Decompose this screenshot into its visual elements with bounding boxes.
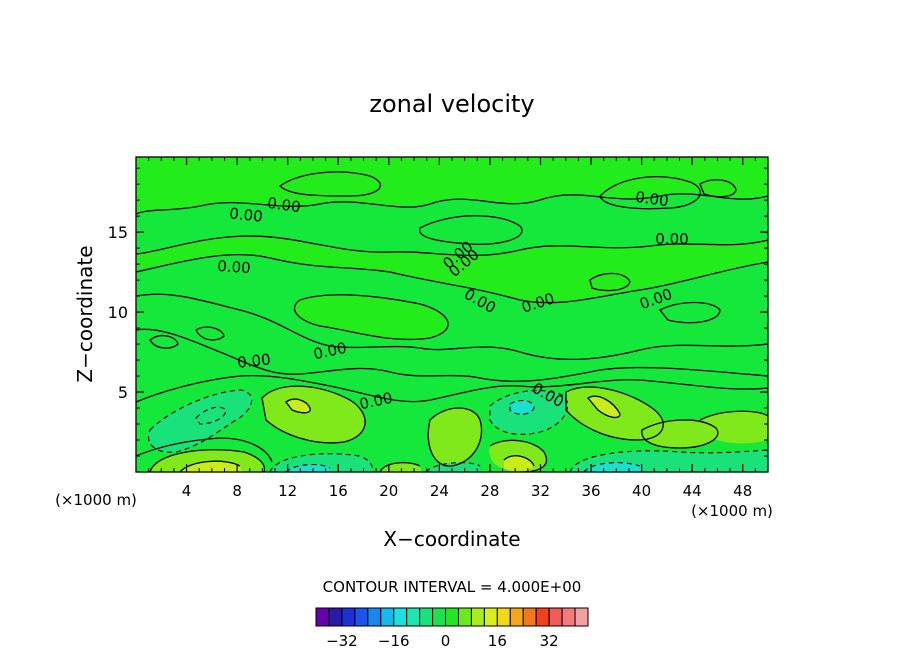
- contour-label: 0.00: [266, 194, 302, 216]
- x-tick-label: 28: [480, 482, 499, 500]
- x-axis: 4 8 12 16 20 24 28 32 36 40 44 48: [148, 157, 756, 500]
- colorbar-swatch: [561, 607, 576, 627]
- colorbar-swatch: [393, 607, 408, 627]
- colorbar-swatch: [315, 607, 330, 627]
- y-tick-label: 15: [108, 223, 128, 242]
- contour-lines: [136, 171, 768, 472]
- x-tick-label: 20: [379, 482, 398, 500]
- colorbar-tick-label: 32: [540, 632, 559, 650]
- y-tick-label: 5: [118, 383, 128, 402]
- colorbar-swatch: [419, 607, 434, 627]
- x-tick-label: 16: [329, 482, 348, 500]
- positive-core: [504, 455, 534, 471]
- negative-core: [584, 462, 642, 472]
- x-tick-label: 12: [278, 482, 297, 500]
- negative-contour-lines: [148, 389, 768, 472]
- colorbar: [315, 607, 589, 627]
- colorbar-swatch: [535, 607, 550, 627]
- colorbar-swatch: [341, 607, 356, 627]
- x-axis-label: X−coordinate: [383, 527, 520, 551]
- x-unit-label-right: (×1000 m): [691, 502, 773, 520]
- contour-interval-label: CONTOUR INTERVAL = 4.000E+00: [323, 578, 582, 596]
- x-tick-label: 24: [430, 482, 449, 500]
- x-tick-label: 36: [581, 482, 600, 500]
- colorbar-swatch: [457, 607, 472, 627]
- colorbar-swatch: [432, 607, 447, 627]
- x-tick-label: 4: [182, 482, 192, 500]
- colorbar-swatch: [328, 607, 343, 627]
- x-tick-label: 8: [232, 482, 242, 500]
- colorbar-swatch: [548, 607, 563, 627]
- negative-core: [286, 464, 330, 472]
- colorbar-tick-label: −16: [378, 632, 410, 650]
- positive-region: [641, 419, 718, 448]
- colorbar-tick-label: 16: [488, 632, 507, 650]
- positive-region: [380, 462, 422, 472]
- colorbar-swatch: [445, 607, 459, 627]
- contour-label: 0.00: [236, 350, 271, 371]
- upper-field-region: [294, 294, 449, 340]
- x-tick-label: 40: [632, 482, 651, 500]
- colorbar-swatch: [496, 607, 511, 627]
- upper-field-region: [136, 157, 768, 214]
- colorbar-ticks: −32 −16 0 16 32: [326, 632, 559, 650]
- colorbar-swatch: [483, 607, 498, 627]
- colorbar-tick-label: 0: [441, 632, 451, 650]
- chart-title: zonal velocity: [369, 90, 534, 118]
- y-tick-label: 10: [108, 303, 128, 322]
- positive-region: [428, 408, 482, 467]
- colorbar-swatch: [509, 607, 524, 627]
- colorbar-tick-label: −32: [326, 632, 358, 650]
- colorbar-swatch: [367, 607, 382, 627]
- y-axis-label: Z−coordinate: [73, 245, 97, 382]
- y-axis: 5 10 15: [108, 167, 768, 457]
- colorbar-swatch: [522, 607, 537, 627]
- contour-label: 0.00: [217, 257, 252, 277]
- plot-area: 0.00 0.000.000.00 0.000.000.000.00 0.000.00…: [108, 156, 769, 500]
- positive-core: [588, 396, 620, 418]
- x-tick-label: 44: [683, 482, 702, 500]
- negative-region: [148, 390, 252, 453]
- colorbar-swatch: [470, 607, 485, 627]
- x-unit-label-left: (×1000 m): [55, 491, 137, 509]
- x-tick-label: 32: [531, 482, 550, 500]
- colorbar-swatch: [406, 607, 421, 627]
- x-tick-label: 48: [733, 482, 752, 500]
- contour-label: 0.00: [228, 204, 263, 225]
- colorbar-swatch: [574, 607, 589, 627]
- upper-field-region: [136, 236, 768, 303]
- contour-label: 0.00: [655, 230, 688, 248]
- contour-label: 0.00: [634, 188, 670, 210]
- colorbar-swatch: [380, 607, 395, 627]
- colorbar-swatch: [354, 607, 369, 627]
- negative-core: [510, 400, 534, 415]
